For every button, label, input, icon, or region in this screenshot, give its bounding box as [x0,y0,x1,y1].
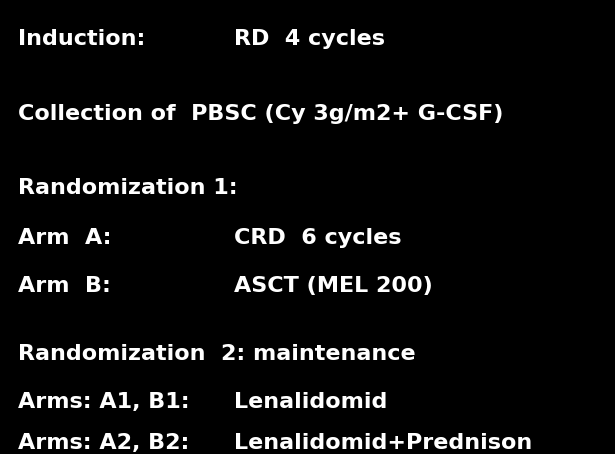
Text: Randomization 1:: Randomization 1: [18,178,238,198]
Text: Lenalidomid+Prednison: Lenalidomid+Prednison [234,433,532,453]
Text: Arm  A:: Arm A: [18,228,112,248]
Text: Lenalidomid: Lenalidomid [234,392,387,412]
Text: ASCT (MEL 200): ASCT (MEL 200) [234,276,432,296]
Text: RD  4 cycles: RD 4 cycles [234,29,385,49]
Text: Induction:: Induction: [18,29,146,49]
Text: Arms: A2, B2:: Arms: A2, B2: [18,433,190,453]
Text: Arms: A1, B1:: Arms: A1, B1: [18,392,190,412]
Text: Collection of  PBSC (Cy 3g/m2+ G-CSF): Collection of PBSC (Cy 3g/m2+ G-CSF) [18,104,504,123]
Text: Randomization  2: maintenance: Randomization 2: maintenance [18,344,416,364]
Text: CRD  6 cycles: CRD 6 cycles [234,228,401,248]
Text: Arm  B:: Arm B: [18,276,111,296]
